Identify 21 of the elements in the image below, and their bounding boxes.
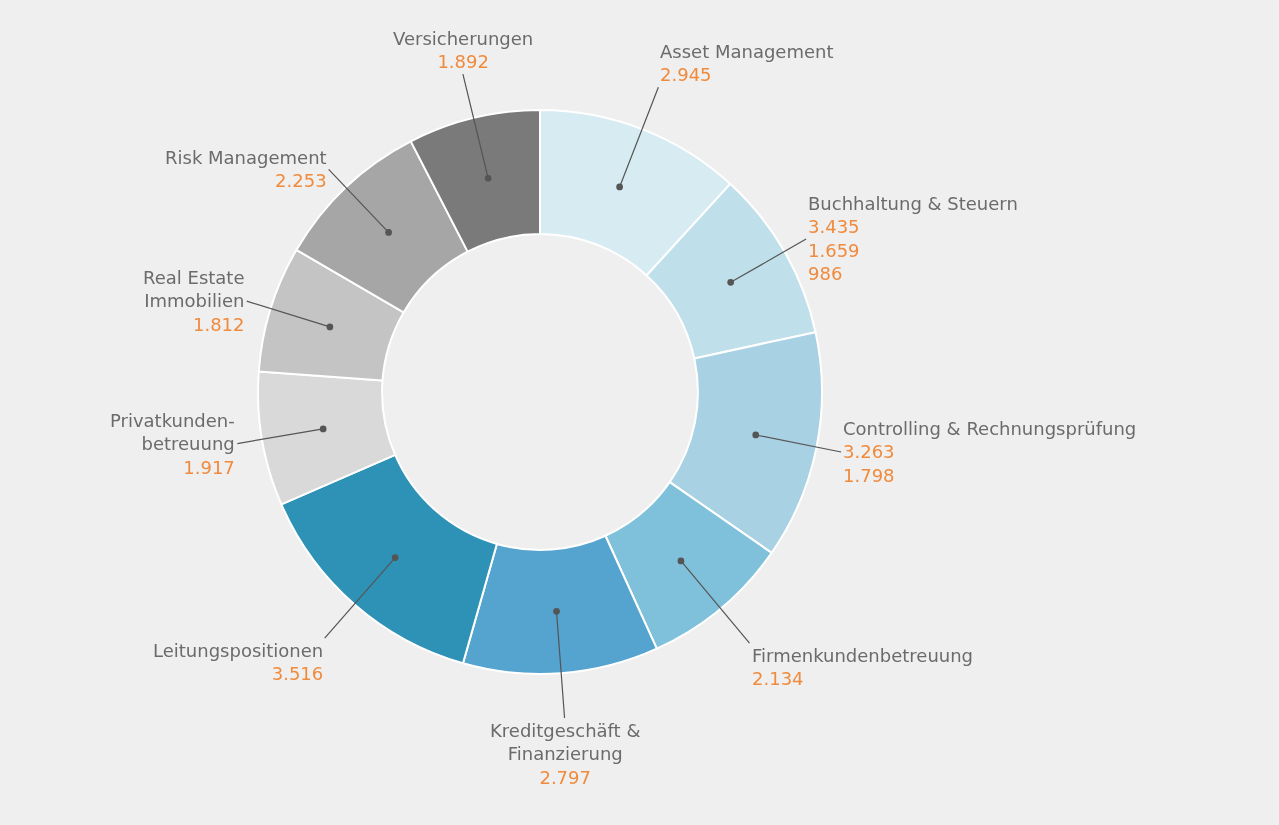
data-label: 2.797 [539, 766, 591, 788]
data-label: 3.516 [271, 663, 324, 685]
slice-label: Privatkunden- betreuung [110, 410, 235, 455]
slice-label: Real Estate Immobilien [143, 267, 245, 312]
slice-label: Firmenkundenbetreuung [752, 645, 974, 666]
data-label: 1.812 [192, 313, 245, 335]
slice-label: Buchhaltung & Steuern [808, 193, 1018, 214]
data-label: 1.917 [183, 456, 235, 478]
data-label: 1.892 [437, 51, 489, 73]
slice-label: Asset Management [660, 41, 834, 62]
slice-label: Controlling & Rechnungsprüfung [843, 418, 1137, 439]
slice-label: Versicherungen [393, 28, 534, 49]
text: 3.435 1.659 986 [808, 216, 860, 285]
text: 1.798 [843, 464, 895, 486]
slice-label: Risk Management [165, 147, 327, 168]
data-label: 2.134 [752, 668, 804, 690]
data-label: 2.253 [275, 170, 327, 192]
slice-label: Kreditgeschäft & Finanzierung [490, 720, 641, 765]
data-label: 2.945 [660, 64, 712, 86]
slice-label: Leitungspositionen [153, 640, 324, 661]
data-label: 3.263 [843, 441, 895, 463]
